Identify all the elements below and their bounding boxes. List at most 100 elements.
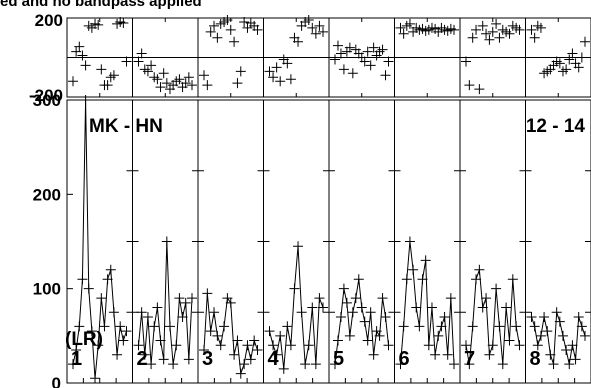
amplitude-point — [187, 293, 197, 304]
amplitude-point — [268, 340, 279, 351]
amplitude-point — [139, 349, 150, 360]
phase-point — [205, 26, 216, 37]
phase-point — [232, 78, 243, 89]
amplitude-point — [526, 311, 537, 322]
phase-point — [487, 26, 498, 37]
amplitude-point — [439, 311, 450, 322]
amplitude-point — [359, 316, 370, 327]
amplitude-point — [335, 311, 346, 322]
phase-point — [567, 48, 578, 59]
amplitude-point — [74, 321, 85, 332]
amplitude-point — [183, 354, 194, 365]
phase-point — [461, 56, 471, 67]
phase-point — [133, 56, 144, 67]
phase-point — [282, 58, 293, 69]
amplitude-point — [239, 359, 250, 370]
amplitude-point — [461, 340, 471, 351]
amplitude-point — [77, 274, 88, 285]
amplitude-point — [404, 236, 415, 247]
phase-ytick-label: 200 — [35, 11, 63, 30]
phase-point — [146, 60, 157, 71]
amplitude-point — [395, 359, 406, 370]
phase-point — [68, 76, 78, 87]
amplitude-point — [180, 297, 191, 308]
amplitude-point — [314, 293, 325, 304]
phase-point — [293, 36, 304, 47]
phase-point — [395, 22, 406, 33]
phase-point — [74, 41, 85, 52]
phase-point — [180, 78, 191, 89]
phase-point — [576, 52, 587, 63]
chart-title: ed and no bandpass applied — [0, 0, 202, 10]
amplitude-ytick-label: 300 — [33, 91, 61, 110]
amplitude-point — [307, 302, 318, 313]
if-label: 1 — [71, 348, 82, 370]
amplitude-point — [420, 255, 431, 266]
amplitude-point — [548, 359, 559, 370]
amplitude-point — [282, 321, 293, 332]
phase-point — [93, 19, 104, 30]
phase-point — [564, 54, 575, 65]
phase-point — [318, 26, 328, 37]
amplitude-point — [149, 321, 160, 332]
amplitude-point — [338, 283, 349, 294]
amplitude-point — [158, 354, 169, 365]
phase-point — [222, 14, 233, 25]
phase-point — [474, 84, 485, 95]
phase-point — [108, 70, 119, 81]
amplitude-point — [105, 264, 116, 275]
amplitude-point — [264, 326, 275, 337]
amplitude-point — [205, 326, 216, 337]
phase-point — [526, 24, 537, 35]
amplitude-point — [341, 297, 352, 308]
amplitude-point — [436, 321, 447, 332]
amplitude-point — [551, 307, 562, 318]
amplitude-point — [209, 307, 220, 318]
phase-point — [561, 64, 572, 75]
amplitude-point — [398, 321, 409, 332]
phase-point — [77, 50, 88, 61]
amplitude-point — [318, 302, 328, 313]
phase-point — [307, 22, 318, 33]
phase-point — [264, 66, 275, 77]
amplitude-point — [494, 321, 505, 332]
amplitude-point — [539, 311, 550, 322]
amplitude-point — [514, 340, 525, 351]
phase-point — [464, 80, 475, 91]
phase-point — [275, 76, 286, 87]
amplitude-line — [531, 312, 586, 365]
phase-point — [338, 64, 349, 75]
amplitude-point — [545, 349, 556, 360]
amplitude-point — [411, 302, 422, 313]
amplitude-point — [507, 274, 518, 285]
amplitude-point — [464, 359, 475, 370]
amplitude-point — [445, 293, 456, 304]
phase-point — [335, 48, 346, 59]
amplitude-point — [303, 340, 314, 351]
amplitude-point — [330, 359, 340, 370]
amplitude-point — [275, 330, 286, 341]
phase-point — [449, 24, 459, 35]
phase-point — [142, 66, 153, 77]
phase-point — [209, 20, 220, 31]
if-label: 2 — [137, 348, 148, 370]
amplitude-point — [96, 293, 107, 304]
amplitude-point — [90, 373, 101, 384]
amplitude-point — [484, 349, 495, 360]
amplitude-point — [202, 288, 213, 299]
amplitude-point — [83, 283, 94, 294]
phase-ytick-label: -200 — [29, 86, 63, 105]
phase-point — [467, 32, 478, 43]
phase-point — [314, 20, 325, 31]
phase-point — [362, 46, 373, 57]
amplitude-point — [232, 335, 243, 346]
baseline-label: MK - HN — [89, 116, 163, 137]
amplitude-point — [561, 344, 572, 355]
phase-point — [285, 74, 296, 85]
phase-point — [344, 42, 355, 53]
amplitude-point — [442, 349, 453, 360]
amplitude-point — [414, 321, 425, 332]
phase-point — [580, 36, 590, 47]
amplitude-point — [310, 359, 321, 370]
if-label: 3 — [202, 348, 213, 370]
